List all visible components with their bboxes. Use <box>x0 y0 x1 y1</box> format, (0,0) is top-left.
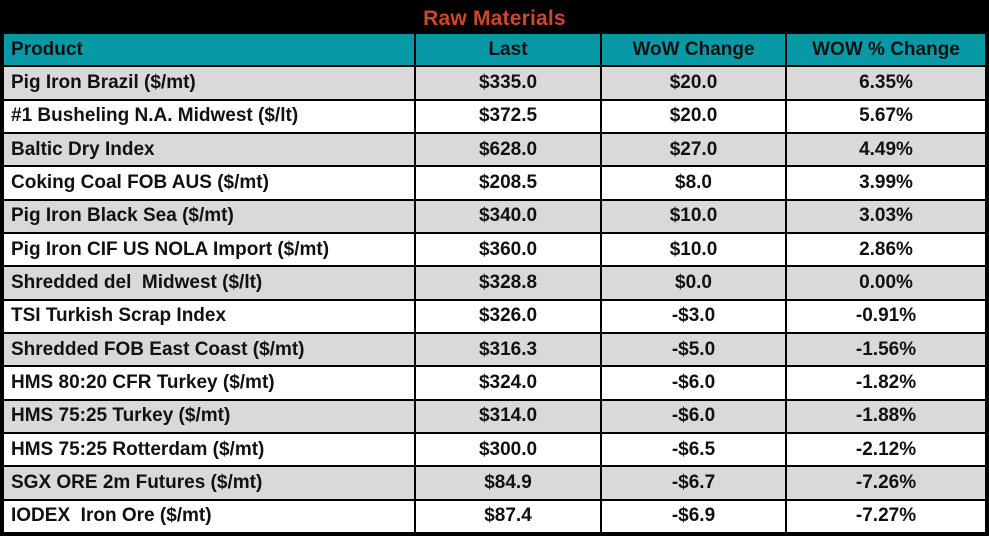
raw-materials-table: Product Last WoW Change WOW % Change Pig… <box>4 34 985 532</box>
table-row: Shredded del Midwest ($/lt) $328.8 $0.0 … <box>4 267 985 299</box>
cell-wow-change: $27.0 <box>602 133 785 166</box>
cell-last: $340.0 <box>416 200 600 232</box>
column-header-wow-change: WoW Change <box>602 34 785 66</box>
cell-wow-change: $8.0 <box>602 167 785 199</box>
cell-last: $314.0 <box>416 400 600 432</box>
cell-wow-change: -$6.7 <box>602 467 785 499</box>
table-row: IODEX Iron Ore ($/mt) $87.4 -$6.9 -7.27% <box>4 500 985 532</box>
table-row: #1 Busheling N.A. Midwest ($/lt) $372.5 … <box>4 100 985 132</box>
cell-product: HMS 80:20 CFR Turkey ($/mt) <box>4 367 414 399</box>
cell-product: Baltic Dry Index <box>4 133 414 166</box>
table-row: Baltic Dry Index $628.0 $27.0 4.49% <box>4 133 985 166</box>
cell-wow-pct-change: -1.56% <box>787 333 985 366</box>
cell-product: Shredded del Midwest ($/lt) <box>4 267 414 299</box>
page-title: Raw Materials <box>423 7 566 30</box>
cell-product: Pig Iron Black Sea ($/mt) <box>4 200 414 232</box>
cell-last: $335.0 <box>416 67 600 99</box>
cell-product: HMS 75:25 Turkey ($/mt) <box>4 400 414 432</box>
cell-last: $324.0 <box>416 367 600 399</box>
cell-wow-pct-change: 3.03% <box>787 200 985 232</box>
cell-product: SGX ORE 2m Futures ($/mt) <box>4 467 414 499</box>
cell-wow-change: $20.0 <box>602 67 785 99</box>
cell-product: Shredded FOB East Coast ($/mt) <box>4 333 414 366</box>
cell-product: IODEX Iron Ore ($/mt) <box>4 500 414 532</box>
table-row: SGX ORE 2m Futures ($/mt) $84.9 -$6.7 -7… <box>4 467 985 499</box>
table-row: Pig Iron Brazil ($/mt) $335.0 $20.0 6.35… <box>4 67 985 99</box>
cell-last: $328.8 <box>416 267 600 299</box>
column-header-product: Product <box>4 34 414 66</box>
table-header-row: Product Last WoW Change WOW % Change <box>4 34 985 66</box>
cell-product: Pig Iron Brazil ($/mt) <box>4 67 414 99</box>
cell-product: Coking Coal FOB AUS ($/mt) <box>4 167 414 199</box>
table-row: Pig Iron CIF US NOLA Import ($/mt) $360.… <box>4 233 985 266</box>
table-row: HMS 75:25 Turkey ($/mt) $314.0 -$6.0 -1.… <box>4 400 985 432</box>
cell-last: $300.0 <box>416 433 600 466</box>
cell-wow-pct-change: 0.00% <box>787 267 985 299</box>
cell-last: $208.5 <box>416 167 600 199</box>
cell-wow-pct-change: -2.12% <box>787 433 985 466</box>
cell-wow-change: $0.0 <box>602 267 785 299</box>
cell-last: $316.3 <box>416 333 600 366</box>
cell-wow-change: -$6.0 <box>602 400 785 432</box>
cell-wow-change: $10.0 <box>602 200 785 232</box>
cell-wow-change: -$6.5 <box>602 433 785 466</box>
cell-wow-change: -$3.0 <box>602 300 785 332</box>
cell-wow-pct-change: -7.26% <box>787 467 985 499</box>
cell-wow-pct-change: -1.88% <box>787 400 985 432</box>
title-bar: Raw Materials <box>4 4 985 34</box>
cell-product: TSI Turkish Scrap Index <box>4 300 414 332</box>
table-row: HMS 80:20 CFR Turkey ($/mt) $324.0 -$6.0… <box>4 367 985 399</box>
cell-wow-change: $10.0 <box>602 233 785 266</box>
cell-last: $372.5 <box>416 100 600 132</box>
table-row: TSI Turkish Scrap Index $326.0 -$3.0 -0.… <box>4 300 985 332</box>
cell-product: #1 Busheling N.A. Midwest ($/lt) <box>4 100 414 132</box>
cell-wow-pct-change: -0.91% <box>787 300 985 332</box>
cell-wow-pct-change: 2.86% <box>787 233 985 266</box>
cell-wow-pct-change: -1.82% <box>787 367 985 399</box>
cell-product: HMS 75:25 Rotterdam ($/mt) <box>4 433 414 466</box>
cell-wow-pct-change: 6.35% <box>787 67 985 99</box>
table-row: Shredded FOB East Coast ($/mt) $316.3 -$… <box>4 333 985 366</box>
cell-last: $84.9 <box>416 467 600 499</box>
table-row: HMS 75:25 Rotterdam ($/mt) $300.0 -$6.5 … <box>4 433 985 466</box>
cell-wow-pct-change: 4.49% <box>787 133 985 166</box>
cell-wow-pct-change: 5.67% <box>787 100 985 132</box>
table-row: Pig Iron Black Sea ($/mt) $340.0 $10.0 3… <box>4 200 985 232</box>
cell-last: $360.0 <box>416 233 600 266</box>
cell-wow-pct-change: 3.99% <box>787 167 985 199</box>
column-header-wow-pct-change: WOW % Change <box>787 34 985 66</box>
cell-wow-change: -$6.0 <box>602 367 785 399</box>
table-row: Coking Coal FOB AUS ($/mt) $208.5 $8.0 3… <box>4 167 985 199</box>
cell-last: $326.0 <box>416 300 600 332</box>
cell-last: $628.0 <box>416 133 600 166</box>
cell-last: $87.4 <box>416 500 600 532</box>
cell-wow-change: $20.0 <box>602 100 785 132</box>
cell-product: Pig Iron CIF US NOLA Import ($/mt) <box>4 233 414 266</box>
cell-wow-pct-change: -7.27% <box>787 500 985 532</box>
cell-wow-change: -$6.9 <box>602 500 785 532</box>
cell-wow-change: -$5.0 <box>602 333 785 366</box>
column-header-last: Last <box>416 34 600 66</box>
